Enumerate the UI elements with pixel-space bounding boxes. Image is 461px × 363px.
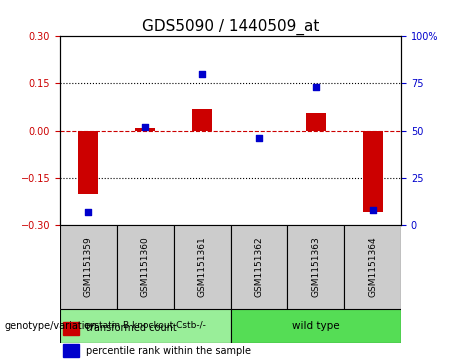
Point — [369, 207, 376, 213]
Bar — [135, 127, 155, 131]
Bar — [363, 131, 383, 212]
Point — [198, 71, 206, 77]
Bar — [174, 225, 230, 309]
Point — [312, 84, 319, 90]
Text: genotype/variation: genotype/variation — [5, 321, 97, 331]
Bar — [287, 225, 344, 309]
Bar — [230, 225, 287, 309]
Text: transformed count: transformed count — [85, 323, 176, 333]
Text: GSM1151363: GSM1151363 — [311, 236, 320, 297]
Title: GDS5090 / 1440509_at: GDS5090 / 1440509_at — [142, 19, 319, 35]
Bar — [230, 309, 401, 343]
Point — [255, 135, 263, 141]
Bar — [306, 113, 326, 131]
Point — [85, 209, 92, 215]
Text: GSM1151362: GSM1151362 — [254, 236, 263, 297]
Bar — [344, 225, 401, 309]
Point — [142, 124, 149, 130]
Bar — [117, 225, 174, 309]
Text: GSM1151361: GSM1151361 — [198, 236, 207, 297]
Text: GSM1151359: GSM1151359 — [84, 236, 93, 297]
Text: GSM1151364: GSM1151364 — [368, 236, 377, 297]
Bar — [60, 225, 117, 309]
Bar — [192, 109, 212, 131]
Bar — [63, 322, 79, 335]
Text: cystatin B knockout Cstb-/-: cystatin B knockout Cstb-/- — [84, 321, 206, 330]
Bar — [78, 131, 98, 193]
Bar — [60, 309, 230, 343]
Text: wild type: wild type — [292, 321, 340, 331]
Text: percentile rank within the sample: percentile rank within the sample — [85, 346, 250, 356]
Bar — [63, 344, 79, 357]
Text: GSM1151360: GSM1151360 — [141, 236, 150, 297]
